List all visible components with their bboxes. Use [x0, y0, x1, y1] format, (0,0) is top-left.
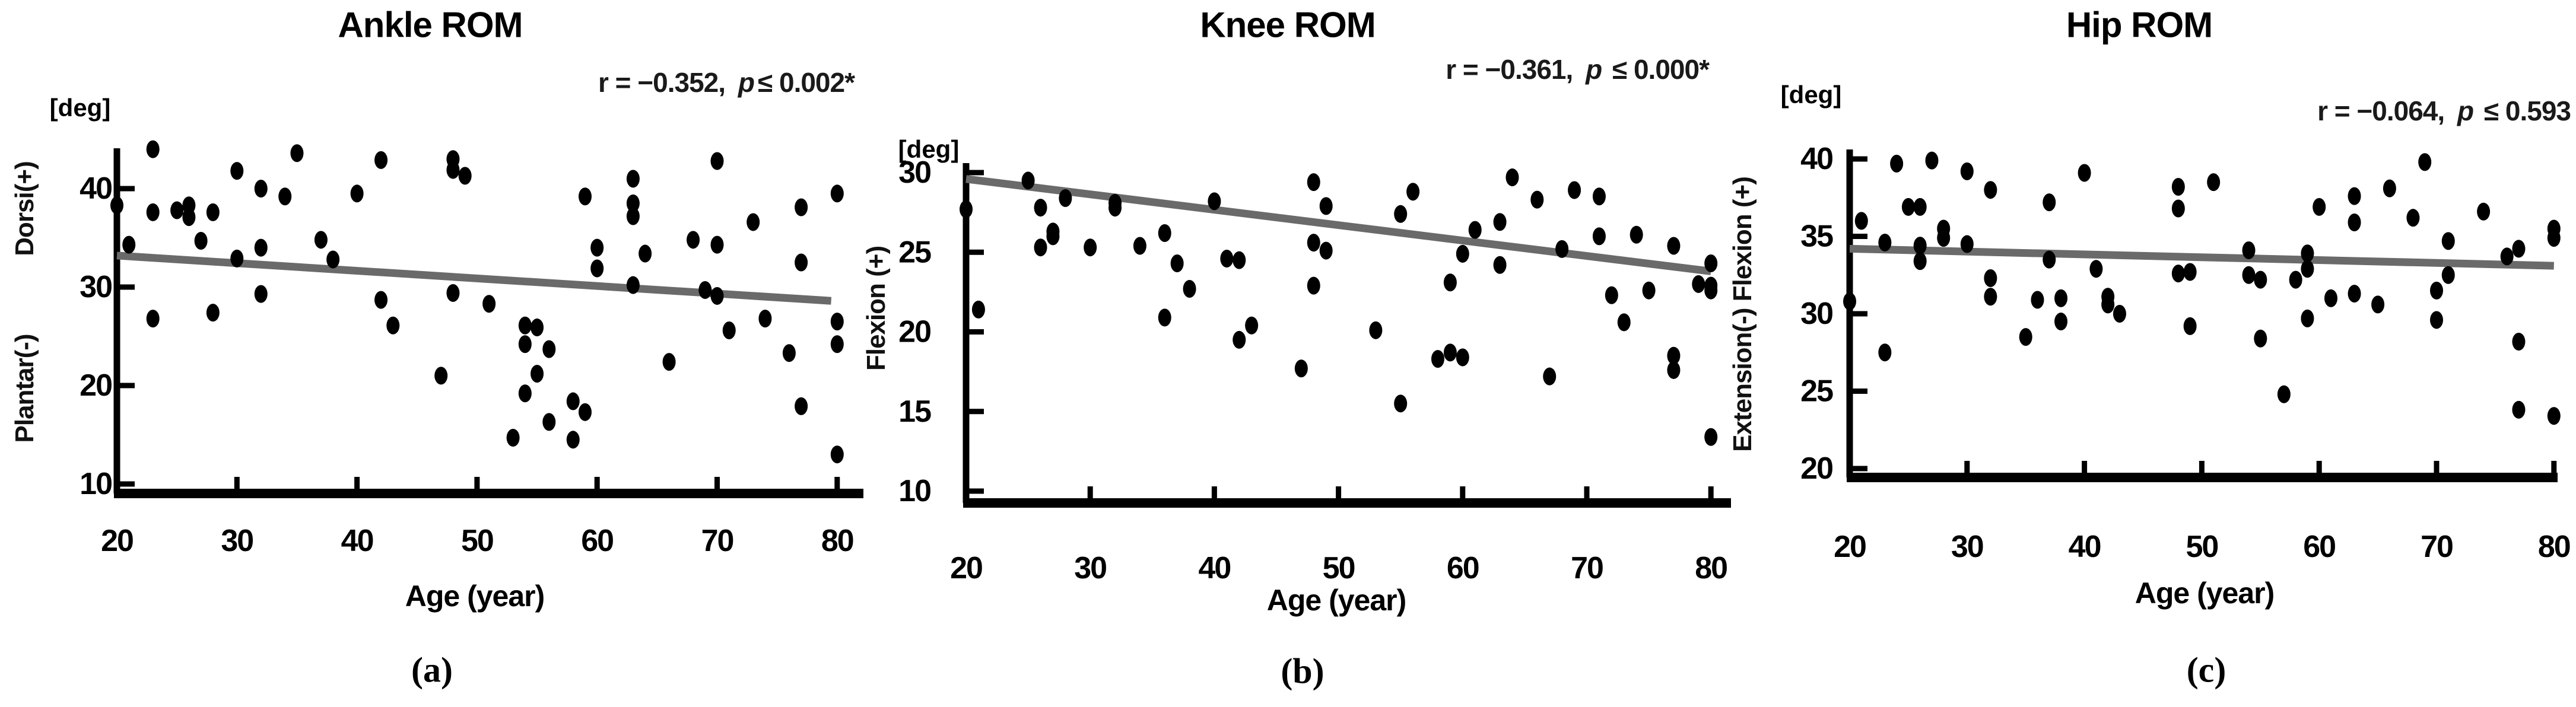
svg-text:25: 25: [1800, 374, 1833, 409]
panel-a-x-axis-label: Age (year): [405, 579, 545, 613]
panel-a-caption: (a): [411, 650, 453, 690]
panel-a-unit-label: [deg]: [49, 94, 111, 122]
panel-a-stats-p-symbol: p: [738, 67, 755, 98]
panel-b-caption: (b): [1281, 651, 1324, 691]
svg-text:70: 70: [2421, 530, 2453, 564]
panel-a-stats-p-value: ≤ 0.002*: [757, 67, 855, 98]
svg-text:60: 60: [581, 524, 613, 558]
panel-a-stats: r = −0.352, p ≤ 0.002*: [404, 66, 855, 98]
svg-text:60: 60: [1447, 551, 1479, 585]
svg-text:30: 30: [1800, 297, 1832, 331]
panel-a-stats-r: r = −0.352,: [598, 67, 732, 98]
panel-b-title: Knee ROM: [1200, 5, 1376, 45]
panel-c-y-axis-label-extension-flexion: Extension(-) Flexion (+): [1728, 177, 1757, 452]
trend-line-c: [1849, 244, 2554, 270]
panel-a-y-axis-label-plantar: Plantar(-): [10, 334, 39, 443]
svg-text:20: 20: [950, 551, 982, 585]
panel-c-stats-p-symbol: p: [2457, 95, 2474, 126]
panel-b-stats-p-value: ≤ 0.000*: [1605, 54, 1710, 85]
panel-a-y-axis-label-dorsi: Dorsi(+): [10, 161, 39, 256]
trend-line-a: [116, 251, 832, 305]
panel-b-x-axis-label: Age (year): [1266, 584, 1407, 617]
svg-text:80: 80: [1695, 551, 1727, 585]
svg-text:10: 10: [80, 467, 112, 501]
svg-text:40: 40: [341, 524, 373, 558]
svg-text:50: 50: [461, 524, 493, 558]
panel-a-title: Ankle ROM: [338, 5, 523, 45]
svg-text:40: 40: [1800, 142, 1832, 176]
svg-text:60: 60: [2303, 530, 2335, 564]
trend-line-b: [965, 175, 1712, 275]
svg-text:40: 40: [2069, 530, 2101, 564]
panel-b-stats-p-symbol: p: [1586, 54, 1602, 85]
svg-text:25: 25: [898, 235, 931, 269]
svg-text:30: 30: [898, 155, 930, 190]
panel-c-x-axis-label: Age (year): [2135, 577, 2275, 610]
svg-text:10: 10: [898, 474, 930, 508]
svg-text:70: 70: [701, 524, 733, 558]
svg-text:80: 80: [821, 524, 853, 558]
svg-text:30: 30: [1074, 551, 1106, 585]
panel-b-unit-label: [deg]: [898, 135, 960, 163]
svg-text:50: 50: [2186, 530, 2218, 564]
panel-b-y-axis-label-flexion: Flexion (+): [862, 246, 891, 371]
svg-text:40: 40: [80, 171, 112, 206]
svg-text:40: 40: [1198, 551, 1230, 585]
panel-b-stats-r: r = −0.361,: [1446, 54, 1580, 85]
svg-text:35: 35: [1800, 219, 1833, 254]
svg-text:30: 30: [221, 524, 253, 558]
panel-c-unit-label: [deg]: [1780, 81, 1842, 109]
svg-text:50: 50: [1323, 551, 1355, 585]
panel-c-title: Hip ROM: [2066, 5, 2213, 45]
panel-c-caption: (c): [2186, 650, 2226, 690]
svg-text:15: 15: [898, 394, 931, 429]
svg-text:30: 30: [80, 270, 112, 304]
svg-text:20: 20: [80, 368, 112, 403]
plot-panel-c: 40 35 30 25 20 20 30 40 50 60 70 80: [1800, 142, 2571, 564]
svg-text:20: 20: [1834, 530, 1866, 564]
svg-text:30: 30: [1951, 530, 1983, 564]
plot-panel-a: 40 30 20 10 20 30 40 50 60 70 80: [80, 140, 863, 558]
panel-b-stats: r = −0.361, p ≤ 0.000*: [1258, 53, 1710, 85]
svg-text:20: 20: [1800, 451, 1832, 486]
panel-c-stats-r: r = −0.064,: [2317, 95, 2451, 126]
svg-text:20: 20: [101, 524, 133, 558]
panel-c-stats: r = −0.064, p ≤ 0.593: [2120, 95, 2571, 127]
plot-panel-b: 30 25 20 15 10 20 30 40 50 60 70 80: [898, 155, 1731, 585]
svg-text:80: 80: [2538, 530, 2570, 564]
svg-text:20: 20: [898, 315, 930, 349]
svg-text:70: 70: [1571, 551, 1603, 585]
panel-c-stats-p-value: ≤ 0.593: [2477, 95, 2571, 126]
